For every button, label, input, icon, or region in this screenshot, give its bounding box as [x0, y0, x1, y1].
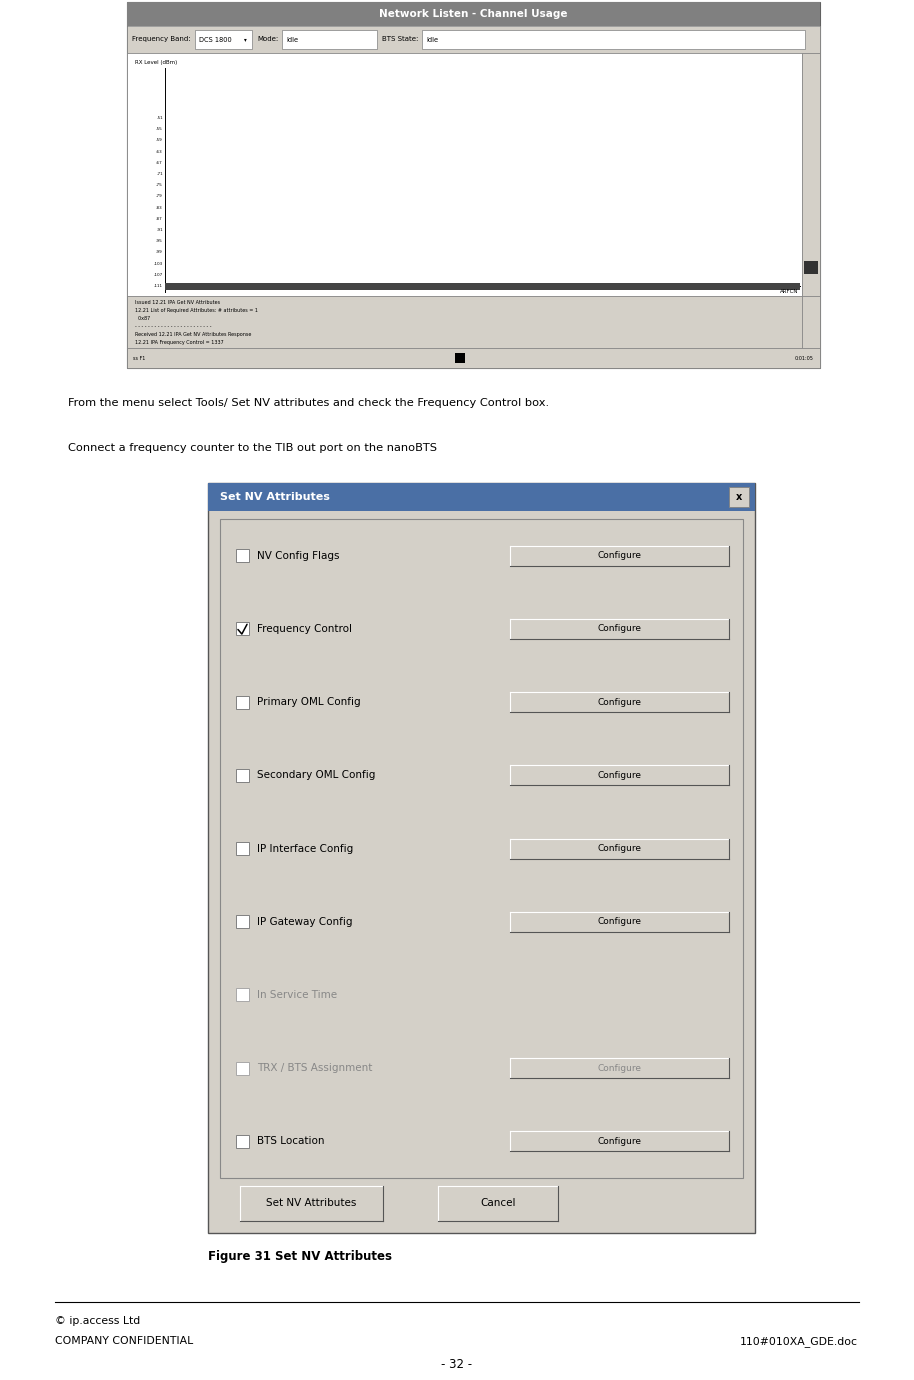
- Bar: [236, 842, 249, 856]
- Text: -71: -71: [156, 172, 163, 177]
- Bar: [510, 839, 729, 858]
- Bar: [127, 295, 802, 348]
- Bar: [804, 261, 818, 275]
- Text: In Service Time: In Service Time: [257, 989, 337, 1000]
- Text: - 32 -: - 32 -: [441, 1358, 473, 1370]
- Text: -59: -59: [156, 138, 163, 142]
- Text: Cancel: Cancel: [480, 1198, 515, 1209]
- Text: -63: -63: [156, 149, 163, 153]
- Bar: [127, 1, 820, 368]
- Text: -95: -95: [156, 239, 163, 243]
- Bar: [802, 52, 820, 295]
- Text: Connect a frequency counter to the TIB out port on the nanoBTS: Connect a frequency counter to the TIB o…: [68, 443, 437, 453]
- Text: -99: -99: [156, 250, 163, 254]
- Text: 0x87: 0x87: [135, 316, 150, 322]
- Bar: [438, 1185, 558, 1221]
- Text: TRX / BTS Assignment: TRX / BTS Assignment: [257, 1063, 372, 1074]
- Bar: [220, 519, 743, 1179]
- Text: -107: -107: [154, 273, 163, 277]
- Text: Configure: Configure: [598, 624, 642, 633]
- Text: -51: -51: [156, 116, 163, 120]
- Bar: [127, 348, 820, 368]
- Text: IP Gateway Config: IP Gateway Config: [257, 916, 353, 927]
- Bar: [236, 915, 249, 929]
- Text: COMPANY CONFIDENTIAL: COMPANY CONFIDENTIAL: [55, 1336, 193, 1346]
- Text: -55: -55: [156, 127, 163, 131]
- Bar: [455, 353, 465, 363]
- Bar: [236, 1134, 249, 1148]
- Bar: [208, 483, 755, 1232]
- Text: -111: -111: [154, 284, 163, 288]
- Text: - - - - - - - - - - - - - - - - - - - - - - - -: - - - - - - - - - - - - - - - - - - - - …: [135, 324, 211, 328]
- Bar: [236, 622, 249, 635]
- Bar: [195, 30, 252, 50]
- Text: Configure: Configure: [598, 697, 642, 707]
- Text: 12.21 List of Required Attributes: # attributes = 1: 12.21 List of Required Attributes: # att…: [135, 308, 258, 313]
- Bar: [236, 769, 249, 782]
- Text: Configure: Configure: [598, 918, 642, 926]
- Bar: [802, 295, 820, 348]
- Text: Frequency Band:: Frequency Band:: [132, 36, 191, 41]
- Bar: [729, 487, 749, 506]
- Text: -75: -75: [156, 184, 163, 188]
- Bar: [236, 549, 249, 562]
- Bar: [208, 483, 755, 511]
- Bar: [510, 545, 729, 566]
- Bar: [282, 30, 377, 50]
- Text: BTS State:: BTS State:: [382, 36, 419, 41]
- Bar: [236, 988, 249, 1002]
- Text: Set NV Attributes: Set NV Attributes: [220, 493, 330, 502]
- Bar: [236, 696, 249, 708]
- Bar: [510, 618, 729, 639]
- Text: Frequency Control: Frequency Control: [257, 624, 352, 633]
- Bar: [510, 766, 729, 785]
- Text: -103: -103: [154, 262, 163, 265]
- Text: -83: -83: [156, 206, 163, 210]
- Text: Idle: Idle: [286, 36, 298, 43]
- Bar: [127, 26, 820, 52]
- Bar: [510, 1058, 729, 1078]
- Text: Network Listen - Channel Usage: Network Listen - Channel Usage: [379, 10, 568, 19]
- Text: Configure: Configure: [598, 1064, 642, 1072]
- Text: -91: -91: [156, 228, 163, 232]
- Text: -67: -67: [156, 161, 163, 164]
- Text: ss F1: ss F1: [133, 356, 145, 360]
- Bar: [422, 30, 805, 50]
- Text: Issued 12.21 IPA Get NV Attributes: Issued 12.21 IPA Get NV Attributes: [135, 299, 220, 305]
- Text: Received 12.21 IPA Get NV Attributes Response: Received 12.21 IPA Get NV Attributes Res…: [135, 333, 251, 337]
- Text: 12.21 IPA Frequency Control = 1337: 12.21 IPA Frequency Control = 1337: [135, 339, 224, 345]
- Text: ▾: ▾: [244, 37, 247, 41]
- Bar: [240, 1185, 383, 1221]
- Text: Idle: Idle: [426, 36, 438, 43]
- Text: NV Config Flags: NV Config Flags: [257, 551, 339, 560]
- Text: RX Level (dBm): RX Level (dBm): [135, 59, 177, 65]
- Text: Configure: Configure: [598, 551, 642, 560]
- Text: Figure 31 Set NV Attributes: Figure 31 Set NV Attributes: [208, 1250, 392, 1263]
- Text: x: x: [736, 493, 742, 502]
- Text: Configure: Configure: [598, 845, 642, 853]
- Text: Configure: Configure: [598, 771, 642, 780]
- Text: -79: -79: [156, 195, 163, 199]
- Text: 110#010XA_GDE.doc: 110#010XA_GDE.doc: [740, 1336, 858, 1347]
- Text: Configure: Configure: [598, 1137, 642, 1145]
- Bar: [165, 283, 800, 290]
- Text: Set NV Attributes: Set NV Attributes: [266, 1198, 356, 1209]
- Text: Secondary OML Config: Secondary OML Config: [257, 770, 376, 780]
- Text: ARFCN: ARFCN: [780, 288, 798, 294]
- Text: 0:01:05: 0:01:05: [795, 356, 814, 360]
- Text: Mode:: Mode:: [257, 36, 278, 41]
- Text: Primary OML Config: Primary OML Config: [257, 697, 361, 707]
- Text: IP Interface Config: IP Interface Config: [257, 843, 353, 853]
- Bar: [236, 1061, 249, 1075]
- Bar: [127, 52, 802, 295]
- Bar: [127, 1, 820, 26]
- Text: BTS Location: BTS Location: [257, 1136, 324, 1147]
- Text: DCS 1800: DCS 1800: [199, 36, 232, 43]
- Text: © ip.access Ltd: © ip.access Ltd: [55, 1317, 140, 1326]
- Bar: [510, 1132, 729, 1151]
- Text: -87: -87: [156, 217, 163, 221]
- Bar: [510, 912, 729, 932]
- Text: From the menu select Tools/ Set NV attributes and check the Frequency Control bo: From the menu select Tools/ Set NV attri…: [68, 397, 549, 408]
- Bar: [510, 691, 729, 712]
